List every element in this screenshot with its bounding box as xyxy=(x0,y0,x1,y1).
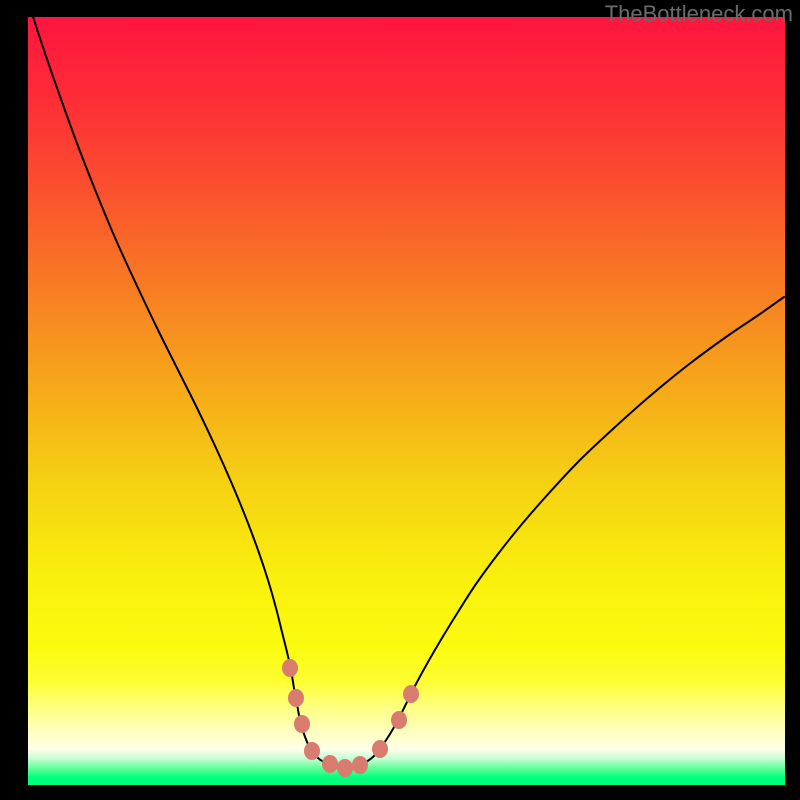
marker-left-1 xyxy=(288,689,304,707)
marker-left-4 xyxy=(322,755,338,773)
marker-left-2 xyxy=(294,715,310,733)
marker-right-2 xyxy=(391,711,407,729)
chart-canvas: TheBottleneck.com xyxy=(0,0,800,800)
marker-left-0 xyxy=(282,659,298,677)
marker-left-5 xyxy=(337,759,353,777)
watermark-text: TheBottleneck.com xyxy=(605,1,793,27)
marker-right-0 xyxy=(352,756,368,774)
marker-right-3 xyxy=(403,685,419,703)
curve-left xyxy=(28,0,342,768)
marker-right-1 xyxy=(372,740,388,758)
curve-layer xyxy=(0,0,800,800)
marker-left-3 xyxy=(304,742,320,760)
